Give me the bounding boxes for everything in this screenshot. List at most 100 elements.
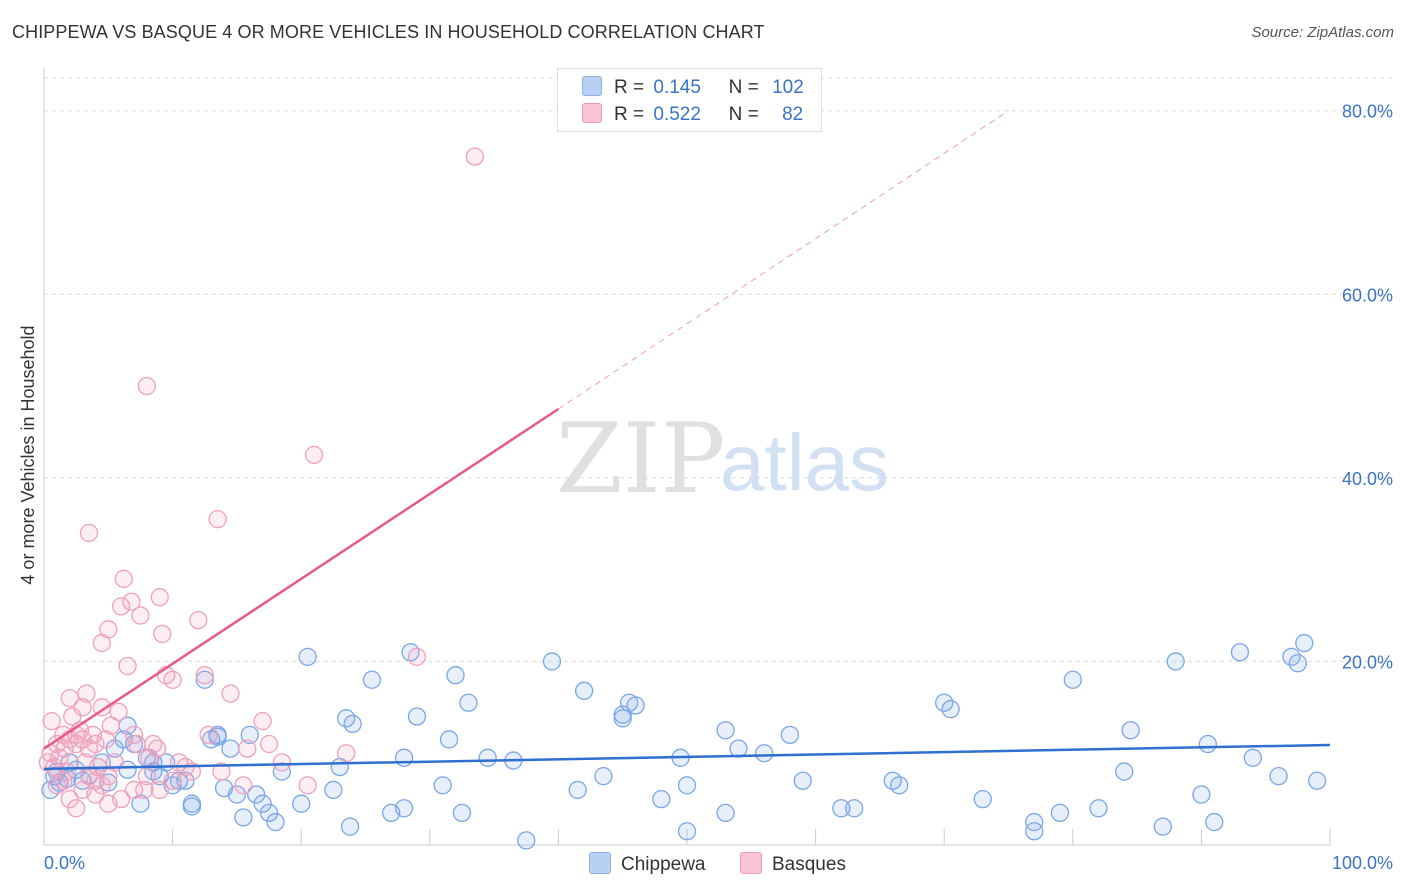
chippewa-point (677, 776, 697, 795)
basques-point (208, 510, 227, 529)
chippewa-point (517, 831, 536, 850)
y-tick-label: 80.0% (1342, 102, 1393, 122)
chippewa-swatch-icon (582, 76, 602, 96)
chippewa-point (594, 767, 613, 786)
basques-point (67, 799, 86, 818)
chippewa-point (459, 693, 478, 712)
basques-point (114, 569, 133, 588)
chippewa-point (439, 730, 459, 749)
legend-r-label: R = (614, 104, 645, 125)
basques-point (60, 688, 79, 708)
chippewa-point (176, 771, 195, 790)
chippewa-point (394, 748, 414, 767)
correlation-legend: R = 0.145 N = 102 R = 0.522 N = 82 (557, 68, 822, 132)
chippewa-point (452, 803, 472, 823)
bottom-legend-chippewa: Chippewa (589, 852, 706, 876)
chippewa-point (542, 652, 562, 671)
y-axis-label: 4 or more Vehicles in Household (18, 325, 38, 584)
legend-row-chippewa: R = 0.145 N = 102 (582, 76, 804, 98)
chippewa-point (221, 739, 240, 758)
chippewa-point (1205, 812, 1224, 832)
x-tick-label: 0.0% (44, 853, 85, 873)
basques-point (298, 776, 317, 795)
chippewa-point (973, 789, 992, 809)
basques-swatch-icon (582, 103, 602, 123)
basques-point (234, 776, 253, 795)
basques-point (86, 734, 105, 754)
chippewa-point (1166, 652, 1185, 671)
chippewa-point (1050, 803, 1070, 823)
chippewa-point (446, 666, 465, 685)
basques-trend-line (43, 407, 560, 750)
basques-point (465, 147, 484, 166)
basques-point (60, 789, 79, 809)
chippewa-point (1295, 633, 1314, 653)
chippewa-point (433, 776, 452, 795)
basques-point (99, 620, 118, 639)
basques-point (189, 610, 208, 630)
chippewa-point (1288, 654, 1307, 673)
chippewa-trend-line (43, 743, 1331, 771)
basques-point (112, 597, 131, 616)
basques-point (124, 780, 144, 800)
basques-point (150, 780, 169, 800)
chippewa-point (574, 681, 594, 700)
bottom-legend-label: Chippewa (621, 854, 706, 875)
basques-point (238, 739, 257, 758)
chippewa-point (272, 762, 292, 781)
chart-title: CHIPPEWA VS BASQUE 4 OR MORE VEHICLES IN… (12, 22, 765, 42)
chippewa-point (780, 725, 800, 745)
x-tick-label: 100.0% (1332, 853, 1393, 873)
chippewa-point (568, 780, 587, 800)
basques-point (212, 762, 231, 781)
basques-point (259, 734, 279, 754)
basques-point (135, 780, 154, 800)
chippewa-point (234, 808, 253, 827)
chippewa-point (1089, 799, 1108, 818)
legend-n-label: N = (728, 104, 759, 125)
watermark-zip: ZIP (556, 403, 725, 515)
basques-point (118, 656, 137, 676)
basques-point (109, 702, 128, 722)
basques-point (54, 771, 73, 790)
basques-point (221, 684, 240, 703)
chippewa-point (478, 748, 497, 767)
basques-point (127, 734, 146, 754)
chippewa-point (1269, 767, 1288, 786)
legend-n-value: 82 (782, 104, 804, 125)
legend-row-basques: R = 0.522 N = 82 (582, 103, 803, 125)
bottom-legend-basques: Basques (740, 852, 846, 876)
basques-point (79, 523, 99, 543)
chippewa-point (755, 744, 774, 763)
chippewa-point (716, 803, 735, 823)
chippewa-point (1063, 670, 1082, 689)
chippewa-point (394, 799, 414, 818)
source-label: Source: ZipAtlas.com (1251, 24, 1394, 41)
basques-point (153, 624, 172, 644)
chippewa-point (182, 797, 202, 816)
y-tick-label: 40.0% (1342, 469, 1393, 489)
chippewa-point (340, 817, 360, 836)
basques-point (407, 647, 427, 666)
basques-point (96, 730, 115, 749)
chippewa-point (716, 721, 735, 740)
legend-r-label: R = (614, 77, 645, 98)
basques-point (122, 592, 141, 611)
basques-point (148, 739, 167, 758)
basques-point (86, 785, 105, 804)
chippewa-point (890, 776, 909, 795)
chippewa-point (240, 725, 259, 745)
basques-point (131, 606, 150, 625)
basques-point (73, 698, 92, 717)
chippewa-point (613, 709, 632, 728)
basques-point (112, 789, 131, 809)
chippewa-point (1115, 762, 1134, 781)
basques-point (337, 744, 356, 763)
chippewa-point (247, 785, 266, 804)
chippewa-swatch-icon (589, 852, 611, 874)
chippewa-point (292, 794, 311, 813)
chippewa-point (1192, 785, 1211, 804)
chippewa-point (227, 785, 247, 804)
basques-point (199, 725, 218, 745)
